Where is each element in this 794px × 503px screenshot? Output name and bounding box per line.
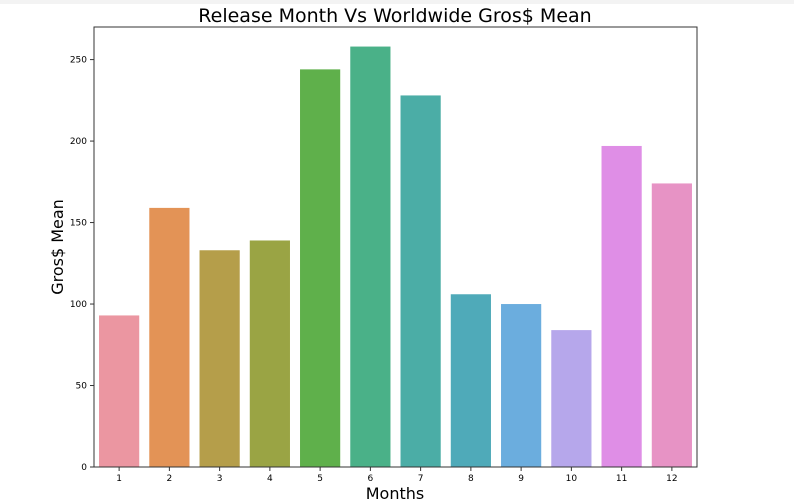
bar-month-7 — [400, 95, 441, 467]
x-tick-label: 3 — [217, 474, 223, 484]
bar-month-5 — [300, 69, 341, 468]
x-tick-label: 4 — [267, 474, 273, 484]
chart-title: Release Month Vs Worldwide Gros$ Mean — [198, 5, 591, 27]
bar-month-8 — [450, 294, 491, 467]
x-tick-label: 5 — [317, 474, 323, 484]
x-tick-label: 6 — [368, 474, 374, 484]
bar-month-4 — [249, 240, 290, 467]
x-tick-label: 10 — [566, 474, 578, 484]
x-tick-label: 7 — [418, 474, 424, 484]
x-tick-label: 1 — [116, 474, 122, 484]
plot-frame — [93, 26, 698, 468]
bar-month-1 — [99, 315, 140, 467]
window-top-strip — [0, 0, 794, 4]
x-tick-label: 2 — [167, 474, 173, 484]
y-axis-label: Gros$ Mean — [48, 199, 67, 295]
y-tick-label: 100 — [70, 300, 87, 310]
bar-month-10 — [551, 330, 592, 467]
x-tick-label: 8 — [468, 474, 474, 484]
y-tick-label: 250 — [70, 56, 87, 66]
bar-month-3 — [199, 250, 240, 467]
y-tick-label: 50 — [76, 382, 88, 392]
y-tick-label: 0 — [81, 463, 87, 473]
bars-layer — [99, 46, 692, 468]
y-tick-label: 150 — [70, 219, 87, 229]
x-tick-label: 12 — [666, 474, 677, 484]
y-tick-label: 200 — [70, 137, 87, 147]
bar-month-9 — [501, 304, 542, 467]
x-tick-label: 11 — [616, 474, 627, 484]
x-axis-label: Months — [366, 484, 424, 503]
bar-month-2 — [149, 207, 190, 467]
bar-month-6 — [350, 46, 391, 468]
bar-month-11 — [601, 145, 642, 467]
x-tick-label: 9 — [518, 474, 524, 484]
bar-month-12 — [651, 183, 692, 467]
